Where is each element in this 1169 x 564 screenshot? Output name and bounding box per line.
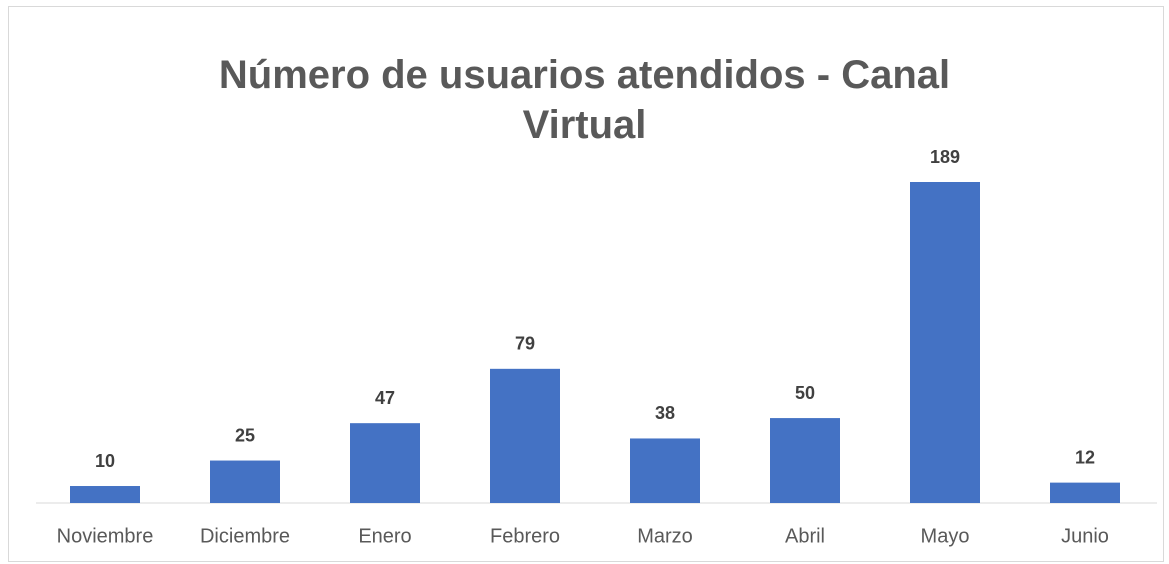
title-box: Número de usuarios atendidos - Canal Vir… xyxy=(0,50,1169,150)
x-tick-label: Noviembre xyxy=(57,525,154,547)
bar xyxy=(350,423,420,503)
bar xyxy=(770,418,840,503)
value-label: 10 xyxy=(95,451,115,471)
value-label: 25 xyxy=(235,425,255,445)
x-tick-label: Marzo xyxy=(637,525,693,547)
x-tick-label: Diciembre xyxy=(200,525,290,547)
value-label: 12 xyxy=(1075,447,1095,467)
bar xyxy=(210,460,280,503)
bar xyxy=(70,486,140,503)
value-label: 79 xyxy=(515,334,535,354)
chart-frame xyxy=(8,6,1164,562)
bar xyxy=(490,368,560,503)
value-label: 38 xyxy=(655,403,675,423)
value-label: 47 xyxy=(375,388,395,408)
bar xyxy=(910,182,980,503)
x-tick-label: Junio xyxy=(1061,525,1109,547)
x-tick-label: Enero xyxy=(358,525,411,547)
value-label: 50 xyxy=(795,383,815,403)
x-tick-label: Febrero xyxy=(490,525,560,547)
value-label: 189 xyxy=(930,147,960,167)
bar xyxy=(630,438,700,503)
bar xyxy=(1050,482,1120,503)
x-tick-label: Mayo xyxy=(921,525,970,547)
chart-title: Número de usuarios atendidos - Canal Vir… xyxy=(218,53,951,147)
x-tick-label: Abril xyxy=(785,525,825,547)
